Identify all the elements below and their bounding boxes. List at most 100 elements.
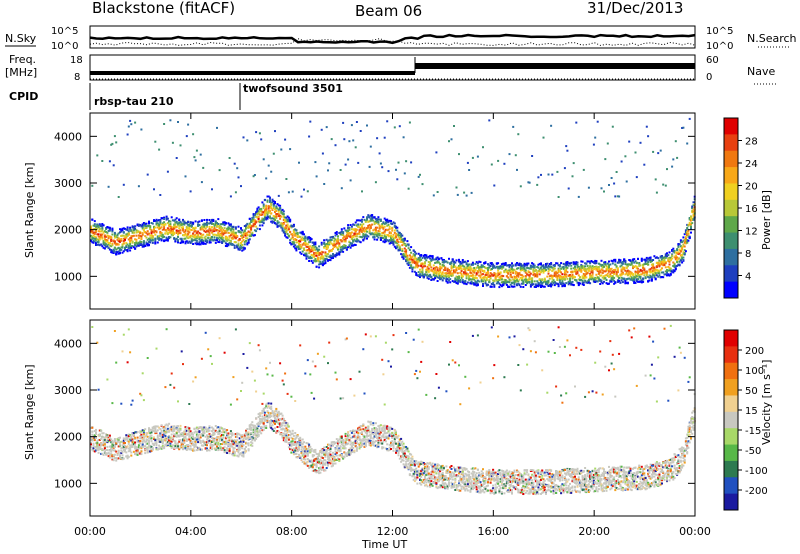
scatter-cell (298, 245, 300, 248)
scatter-cell (327, 242, 329, 245)
scatter-cell (533, 275, 536, 278)
scatter-cell (359, 235, 362, 238)
scatter-cell (361, 220, 363, 223)
scatter-cell (436, 191, 439, 193)
scatter-cell (464, 273, 467, 276)
scatter-cell (203, 219, 206, 221)
scatter-cell (528, 267, 531, 270)
scatter-cell (115, 442, 118, 445)
scatter-cell (258, 228, 261, 231)
scatter-cell (146, 173, 149, 176)
scatter-cell (166, 238, 169, 241)
scatter-cell (603, 261, 605, 264)
scatter-cell (382, 237, 385, 239)
scatter-cell (141, 227, 144, 230)
scatter-cell (282, 221, 285, 224)
scatter-cell (416, 274, 419, 277)
scatter-cell (126, 226, 129, 229)
scatter-cell (482, 273, 484, 276)
scatter-cell (325, 243, 328, 245)
scatter-cell (332, 253, 334, 255)
scatter-cell (214, 220, 217, 223)
scatter-cell (227, 231, 230, 234)
scatter-cell (616, 195, 619, 198)
scatter-cell (624, 261, 627, 264)
scatter-cell (226, 227, 229, 230)
scatter-cell (257, 218, 260, 220)
scatter-cell (595, 277, 598, 280)
scatter-cell (207, 236, 210, 239)
scatter-cell (131, 245, 134, 248)
scatter-cell (134, 242, 137, 244)
scatter-cell (119, 238, 121, 241)
scatter-cell (442, 277, 445, 280)
scatter-cell (603, 275, 605, 278)
scatter-cell (97, 235, 100, 238)
scatter-cell (398, 234, 401, 237)
scatter-cell (246, 139, 249, 142)
scatter-cell (595, 268, 598, 270)
scatter-cell (359, 229, 362, 232)
scatter-cell (531, 265, 534, 268)
scatter-cell (117, 246, 120, 249)
scatter-cell (624, 281, 627, 284)
scatter-cell (122, 242, 125, 245)
scatter-cell (546, 275, 549, 278)
scatter-cell (604, 277, 607, 280)
nsky-label: N.Sky (5, 32, 37, 45)
scatter-cell (101, 223, 104, 225)
scatter-cell (320, 257, 323, 259)
scatter-cell (444, 267, 447, 270)
scatter-cell (446, 269, 449, 272)
scatter-cell (357, 223, 360, 226)
scatter-cell (269, 216, 271, 219)
scatter-cell (684, 240, 687, 243)
scatter-cell (663, 261, 666, 264)
scatter-cell (681, 248, 684, 251)
scatter-cell (400, 235, 403, 238)
scatter-cell (241, 243, 244, 246)
scatter-cell (589, 266, 592, 269)
scatter-cell (427, 277, 430, 280)
scatter-cell (117, 252, 120, 255)
scatter-cell (500, 267, 503, 270)
scatter-cell (139, 437, 142, 440)
scatter-cell (281, 227, 284, 230)
scatter-cell (248, 224, 251, 227)
scatter-cell (115, 459, 118, 462)
scatter-cell (107, 436, 110, 439)
scatter-cell (455, 259, 458, 262)
scatter-cell (381, 223, 384, 226)
scatter-cell (687, 232, 690, 235)
scatter-cell (639, 141, 642, 144)
scatter-cell (390, 241, 392, 244)
scatter-cell (96, 154, 99, 157)
scatter-cell (303, 238, 305, 241)
scatter-cell (608, 265, 610, 268)
scatter-cell (388, 231, 391, 234)
scatter-cell (306, 238, 309, 241)
scatter-cell (105, 440, 108, 443)
scatter-cell (674, 268, 677, 271)
scatter-cell (653, 266, 656, 269)
scatter-cell (142, 224, 145, 227)
scatter-cell (324, 251, 327, 254)
scatter-cell (575, 279, 578, 282)
scatter-cell (652, 263, 655, 266)
scatter-cell (495, 282, 498, 285)
scatter-cell (600, 259, 603, 262)
scatter-cell (504, 279, 507, 281)
scatter-cell (92, 224, 95, 227)
scatter-cell (112, 441, 115, 444)
scatter-cell (565, 263, 568, 266)
scatter-cell (374, 217, 377, 220)
scatter-cell (650, 270, 653, 273)
scatter-cell (417, 257, 420, 260)
cpid-mode-1: rbsp-tau 210 (94, 95, 174, 108)
scatter-cell (540, 279, 542, 282)
scatter-cell (608, 275, 610, 278)
scatter-cell (507, 280, 510, 283)
scatter-cell (662, 271, 665, 274)
scatter-cell (349, 246, 352, 249)
scatter-cell (538, 284, 541, 287)
